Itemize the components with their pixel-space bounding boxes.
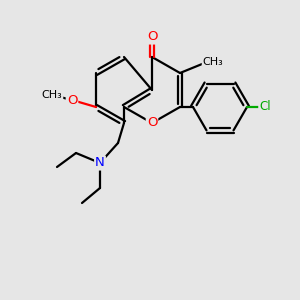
Text: O: O [147, 31, 157, 44]
Text: CH₃: CH₃ [202, 57, 224, 67]
Text: Cl: Cl [259, 100, 271, 113]
Text: O: O [67, 94, 77, 106]
Text: N: N [95, 157, 105, 169]
Text: CH₃: CH₃ [42, 90, 62, 100]
Text: O: O [147, 116, 157, 130]
